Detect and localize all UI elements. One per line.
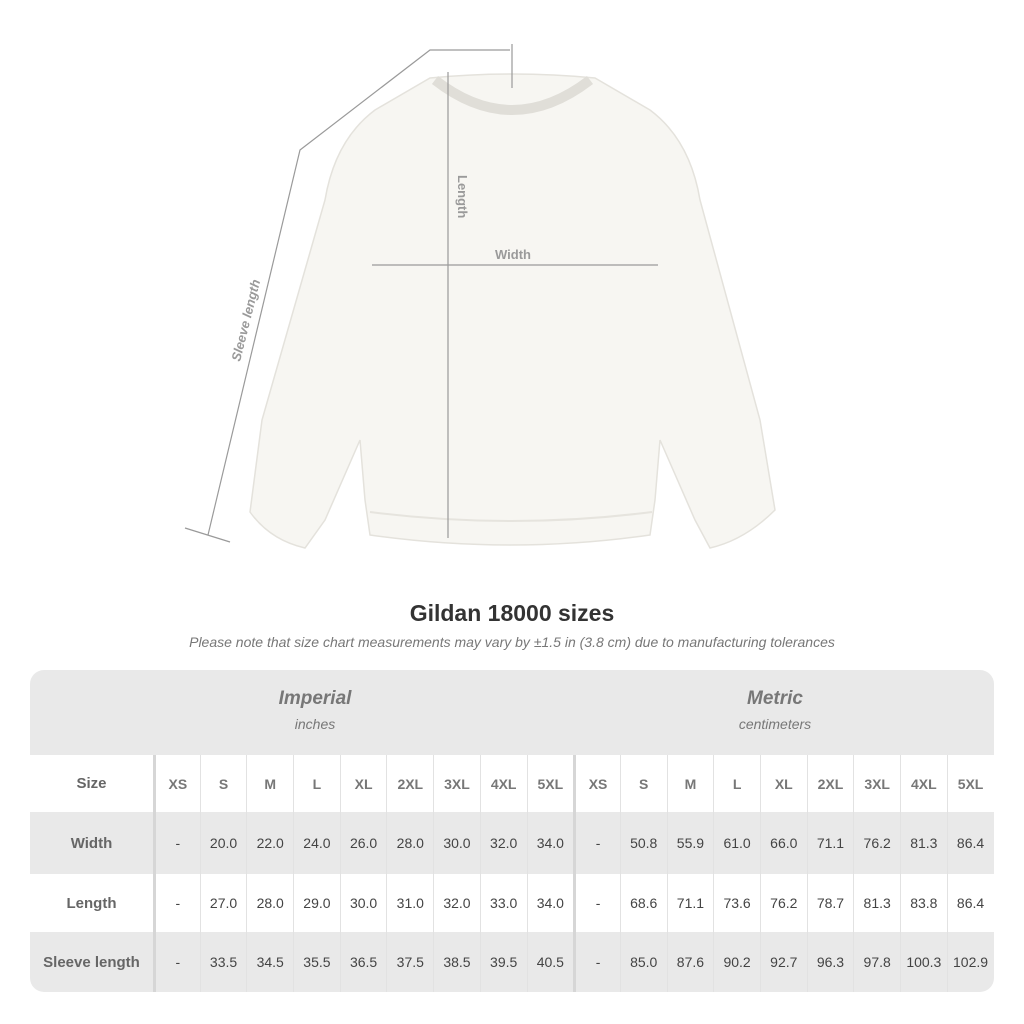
imperial-header: Imperial inches: [215, 688, 415, 732]
metric-value: 100.3: [900, 932, 947, 992]
imperial-value: 24.0: [293, 812, 340, 874]
imperial-value: 28.0: [246, 874, 293, 932]
imperial-size-s: S: [199, 755, 247, 812]
metric-size-5xl: 5XL: [946, 755, 994, 812]
imperial-size-xs: XS: [153, 755, 200, 812]
imperial-value: 30.0: [339, 874, 387, 932]
metric-size-s: S: [619, 755, 667, 812]
metric-value: 66.0: [759, 812, 807, 874]
metric-value: 61.0: [713, 812, 760, 874]
imperial-size-2xl: 2XL: [386, 755, 433, 812]
table-row: Length -27.0 28.0 29.0 30.0 31.0 32.0 33.0 34.0-…: [30, 874, 994, 932]
imperial-title: Imperial: [278, 688, 352, 709]
metric-size-2xl: 2XL: [806, 755, 854, 812]
imperial-value: 28.0: [386, 812, 433, 874]
table-row: Sleeve length -33.5 34.5 35.5 36.5 37.5 38.5 39…: [30, 932, 994, 992]
row-label: Sleeve length: [43, 953, 140, 971]
imperial-value: 33.0: [479, 874, 527, 932]
imperial-value: 39.5: [479, 932, 527, 992]
metric-value: 102.9: [946, 932, 994, 992]
imperial-value: 38.5: [433, 932, 480, 992]
imperial-size-l: L: [293, 755, 340, 812]
metric-value: -: [573, 874, 620, 932]
metric-value: 86.4: [946, 812, 994, 874]
imperial-value: 30.0: [433, 812, 480, 874]
imperial-value: 34.5: [246, 932, 293, 992]
imperial-value: 40.5: [526, 932, 574, 992]
imperial-value: 34.0: [526, 812, 574, 874]
metric-value: 96.3: [806, 932, 854, 992]
metric-size-xl: XL: [759, 755, 807, 812]
metric-value: 81.3: [900, 812, 947, 874]
imperial-value: 32.0: [433, 874, 480, 932]
metric-size-3xl: 3XL: [853, 755, 900, 812]
metric-value: 86.4: [946, 874, 994, 932]
metric-value: 55.9: [666, 812, 714, 874]
tolerance-note: Please note that size chart measurements…: [189, 634, 835, 650]
imperial-value: 37.5: [386, 932, 433, 992]
imperial-value: 26.0: [339, 812, 387, 874]
imperial-value: 20.0: [199, 812, 247, 874]
metric-value: 81.3: [853, 874, 900, 932]
row-label: Width: [70, 834, 113, 852]
imperial-value: 31.0: [386, 874, 433, 932]
imperial-value: 34.0: [526, 874, 574, 932]
metric-value: 87.6: [666, 932, 714, 992]
metric-size-4xl: 4XL: [900, 755, 947, 812]
imperial-size-3xl: 3XL: [433, 755, 480, 812]
imperial-size-m: M: [246, 755, 293, 812]
imperial-value: -: [153, 812, 200, 874]
metric-value: 76.2: [853, 812, 900, 874]
metric-value: 73.6: [713, 874, 760, 932]
metric-value: 83.8: [900, 874, 947, 932]
length-label: Length: [455, 175, 470, 218]
metric-value: 68.6: [619, 874, 667, 932]
imperial-value: -: [153, 874, 200, 932]
metric-value: 71.1: [806, 812, 854, 874]
metric-size-m: M: [666, 755, 714, 812]
imperial-value: 33.5: [199, 932, 247, 992]
metric-value: 97.8: [853, 932, 900, 992]
metric-value: -: [573, 812, 620, 874]
imperial-size-5xl: 5XL: [526, 755, 574, 812]
sweatshirt-image: [249, 73, 776, 549]
sweatshirt-illustration: Length Width Sleeve length: [184, 44, 776, 549]
table-row: Width -20.0 22.0 24.0 26.0 28.0 30.0 32.0 34.0-5…: [30, 812, 994, 874]
metric-value: 76.2: [759, 874, 807, 932]
size-header-label: Size: [76, 775, 107, 792]
metric-value: 78.7: [806, 874, 854, 932]
imperial-unit: inches: [294, 716, 336, 732]
size-header-row: Size XS S M L XL 2XL 3XL 4XL 5XL XS S M L XL 2XL 3XL 4XL 5…: [30, 755, 994, 812]
width-label: Width: [495, 247, 531, 262]
imperial-size-xl: XL: [339, 755, 387, 812]
metric-title: Metric: [747, 688, 803, 709]
sleeve-length-label: Sleeve length: [228, 278, 263, 363]
imperial-value: -: [153, 932, 200, 992]
metric-size-xs: XS: [573, 755, 620, 812]
page-title: Gildan 18000 sizes: [409, 600, 615, 626]
imperial-value: 36.5: [339, 932, 387, 992]
metric-unit: centimeters: [738, 716, 812, 732]
metric-value: 50.8: [619, 812, 667, 874]
metric-value: 90.2: [713, 932, 760, 992]
imperial-value: 27.0: [199, 874, 247, 932]
unit-header-band: Imperial inches Metric centimeters: [30, 670, 994, 755]
metric-size-l: L: [713, 755, 760, 812]
metric-value: 71.1: [666, 874, 714, 932]
row-label: Length: [66, 894, 117, 912]
imperial-value: 32.0: [479, 812, 527, 874]
imperial-size-4xl: 4XL: [479, 755, 527, 812]
imperial-value: 22.0: [246, 812, 293, 874]
sleeve-length-arrow: [207, 49, 510, 536]
imperial-value: 29.0: [293, 874, 340, 932]
size-table: Imperial inches Metric centimeters Size X…: [30, 670, 994, 992]
metric-value: 85.0: [619, 932, 667, 992]
metric-header: Metric centimeters: [675, 688, 875, 732]
metric-value: 92.7: [759, 932, 807, 992]
metric-value: -: [573, 932, 620, 992]
imperial-value: 35.5: [293, 932, 340, 992]
